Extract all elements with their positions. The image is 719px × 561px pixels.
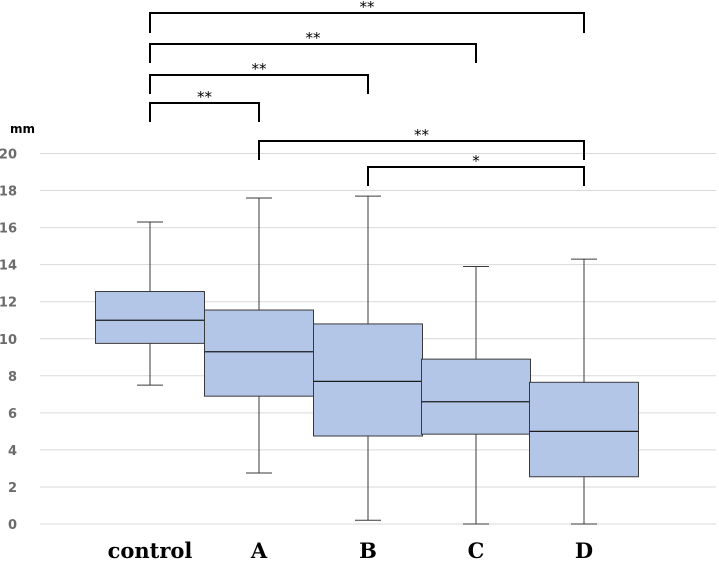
y-tick-label-8: 8 <box>8 370 17 385</box>
category-label-A: A <box>250 538 268 561</box>
bracket-line <box>149 43 477 63</box>
significance-label: ** <box>197 88 213 106</box>
box-A <box>204 197 314 474</box>
y-tick-label-4: 4 <box>8 444 17 459</box>
box-C <box>421 266 531 525</box>
iqr-box <box>529 381 639 478</box>
y-tick-label-0: 0 <box>8 518 17 533</box>
significance-label: ** <box>414 126 430 144</box>
significance-label: ** <box>360 0 376 16</box>
category-label-D: D <box>575 538 593 561</box>
box-control <box>95 221 205 386</box>
y-tick-label-10: 10 <box>0 333 17 348</box>
significance-label: * <box>472 152 480 170</box>
iqr-box <box>421 358 531 435</box>
category-label-control: control <box>108 538 193 561</box>
y-tick-label-12: 12 <box>0 296 17 311</box>
significance-brackets: *********** <box>149 0 585 186</box>
iqr-box <box>204 309 314 397</box>
significance-bracket-control-B: ** <box>149 60 369 94</box>
y-tick-label-2: 2 <box>8 481 17 496</box>
bracket-line <box>149 102 260 122</box>
bracket-line <box>367 166 585 186</box>
y-tick-label-20: 20 <box>0 148 17 163</box>
category-label-B: B <box>359 538 377 561</box>
iqr-box <box>95 291 205 344</box>
category-label-C: C <box>468 538 485 561</box>
significance-label: ** <box>252 60 268 78</box>
y-axis-unit-label: mm <box>10 122 35 136</box>
bracket-line <box>258 140 585 160</box>
y-tick-label-16: 16 <box>0 222 17 237</box>
y-tick-label-14: 14 <box>0 259 17 274</box>
x-axis-category-labels: control A B C D <box>108 538 594 561</box>
significance-bracket-control-D: ** <box>149 0 585 33</box>
y-axis-tick-labels: 0 2 4 6 8 10 12 14 16 18 20 <box>0 148 17 534</box>
significance-bracket-A-D: ** <box>258 126 585 160</box>
bracket-line <box>149 12 585 33</box>
bracket-line <box>149 74 369 94</box>
significance-bracket-B-D: * <box>367 152 585 186</box>
y-tick-label-6: 6 <box>8 407 17 422</box>
significance-label: ** <box>306 29 322 47</box>
iqr-box <box>313 323 423 437</box>
box-D <box>529 258 639 525</box>
y-tick-label-18: 18 <box>0 185 17 200</box>
boxes <box>95 195 639 525</box>
significance-bracket-control-A: ** <box>149 88 260 122</box>
box-B <box>313 195 423 521</box>
significance-bracket-control-C: ** <box>149 29 477 63</box>
